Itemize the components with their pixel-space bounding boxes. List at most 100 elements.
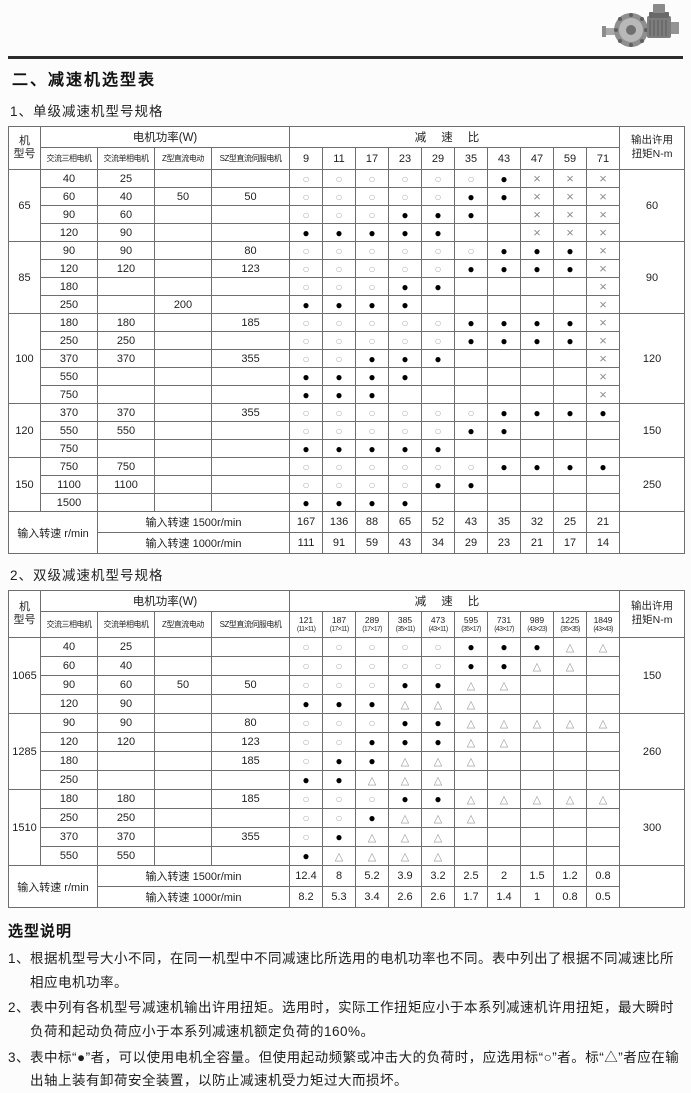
mark-cell: ● [520, 313, 555, 332]
mark-cell: △ [421, 846, 456, 866]
power-cell: 25 [97, 637, 155, 657]
output-speed-cell: 3.2 [421, 865, 456, 887]
power-cell [154, 475, 212, 494]
open-circle-mark: ○ [467, 171, 475, 186]
full-capacity-mark: ● [368, 387, 376, 402]
mark-cell: ○ [322, 241, 357, 260]
mark-cell: ○ [322, 205, 357, 224]
full-capacity-mark: ● [500, 315, 508, 330]
mark-cell: ● [553, 259, 588, 278]
power-cell [210, 493, 291, 512]
triangle-mark: △ [598, 793, 608, 806]
output-speed-cell: 88 [355, 511, 390, 533]
mark-cell: ○ [289, 187, 324, 206]
mark-cell: ○ [355, 331, 390, 350]
full-capacity-mark: ● [368, 369, 376, 384]
mark-cell: ○ [322, 403, 357, 422]
cross-mark: × [599, 207, 607, 222]
open-circle-mark: ○ [302, 423, 310, 438]
ratio-header-cell: 减速比 [289, 590, 621, 612]
full-capacity-mark: ● [500, 243, 508, 258]
mark-cell [454, 295, 489, 314]
open-circle-mark: ○ [368, 423, 376, 438]
full-capacity-mark: ● [500, 640, 508, 654]
full-capacity-mark: ● [335, 297, 343, 312]
triangle-mark: △ [400, 831, 410, 844]
table-row: 750 ● ● ● ● ● [9, 439, 685, 458]
power-cell: 250 [97, 331, 155, 350]
mark-cell: ○ [322, 808, 357, 828]
full-capacity-mark: ● [401, 735, 409, 749]
table-row: 1500 ● ● ● ● [9, 493, 685, 512]
open-circle-mark: ○ [302, 315, 310, 330]
open-circle-mark: ○ [368, 716, 376, 730]
ratio-breakdown: (11×11) [296, 625, 316, 633]
mark-cell: ● [388, 493, 423, 512]
mark-cell: ○ [322, 169, 357, 188]
triangle-mark: △ [433, 850, 443, 863]
mark-cell: ● [487, 331, 522, 350]
output-speed-cell: 1 [520, 886, 555, 908]
open-circle-mark: ○ [401, 659, 409, 673]
open-circle-mark: ○ [401, 261, 409, 276]
full-capacity-mark: ● [368, 697, 376, 711]
mark-cell: ● [586, 403, 621, 422]
power-cell [154, 385, 212, 404]
output-speed-cell: 1.7 [454, 886, 489, 908]
full-capacity-mark: ● [566, 459, 574, 474]
open-circle-mark: ○ [302, 716, 310, 730]
power-cell [154, 656, 212, 676]
speed-1500-label-cell: 输入转速 1500r/min [96, 865, 291, 887]
mark-cell: ○ [322, 713, 357, 733]
mark-cell: ● [553, 403, 588, 422]
triangle-mark: △ [367, 850, 377, 863]
power-cell: 120 [40, 223, 98, 242]
mark-cell: × [586, 367, 621, 386]
power-cell: 60 [40, 656, 98, 676]
open-circle-mark: ○ [335, 243, 343, 258]
mark-cell: ● [421, 277, 456, 296]
cross-mark: × [566, 189, 574, 204]
power-cell: 40 [97, 656, 155, 676]
power-cell [97, 751, 155, 771]
output-speed-cell: 23 [487, 532, 522, 554]
power-cell: 50 [210, 187, 291, 206]
footer-row: 输入转速 1000r/min 111 91 59 43 34 29 23 21 17 14 [9, 532, 685, 554]
power-cell: 370 [40, 349, 98, 368]
mark-cell: × [553, 223, 588, 242]
mark-cell: ● [421, 223, 456, 242]
triangle-mark: △ [400, 698, 410, 711]
mark-cell: △ [355, 770, 390, 790]
power-cell: 355 [210, 827, 291, 847]
full-capacity-mark: ● [401, 441, 409, 456]
torque-footer-empty-cell [619, 511, 686, 554]
mark-cell: △ [388, 770, 423, 790]
power-cell [154, 169, 212, 188]
ratio-value-header-cell: 187 (17×11) [322, 611, 357, 638]
mark-cell: △ [553, 637, 588, 657]
mark-cell: ● [520, 241, 555, 260]
mark-cell: ○ [289, 475, 324, 494]
full-capacity-mark: ● [533, 459, 541, 474]
motor-type-header-cell: 交流单相电机 [97, 611, 155, 638]
power-cell [154, 827, 212, 847]
mark-cell: ○ [355, 421, 390, 440]
power-cell: 550 [97, 421, 155, 440]
open-circle-mark: ○ [335, 678, 343, 692]
mark-cell [586, 421, 621, 440]
power-cell [154, 732, 212, 752]
ratio-breakdown: (43×23) [527, 625, 547, 633]
cross-mark: × [566, 207, 574, 222]
output-speed-cell: 65 [388, 511, 423, 533]
full-capacity-mark: ● [335, 387, 343, 402]
mark-cell: ● [289, 223, 324, 242]
torque-cell: 250 [619, 457, 686, 512]
power-cell [97, 493, 155, 512]
full-capacity-mark: ● [434, 477, 442, 492]
ratio-value-header-cell: 989 (43×23) [520, 611, 555, 638]
cross-mark: × [599, 243, 607, 258]
table-row: 100 180 180 185 ○ ○ ○ ○ ○ ● ● ● ● × 120 [8, 313, 686, 404]
full-capacity-mark: ● [368, 754, 376, 768]
mark-cell: ● [388, 349, 423, 368]
open-circle-mark: ○ [467, 459, 475, 474]
